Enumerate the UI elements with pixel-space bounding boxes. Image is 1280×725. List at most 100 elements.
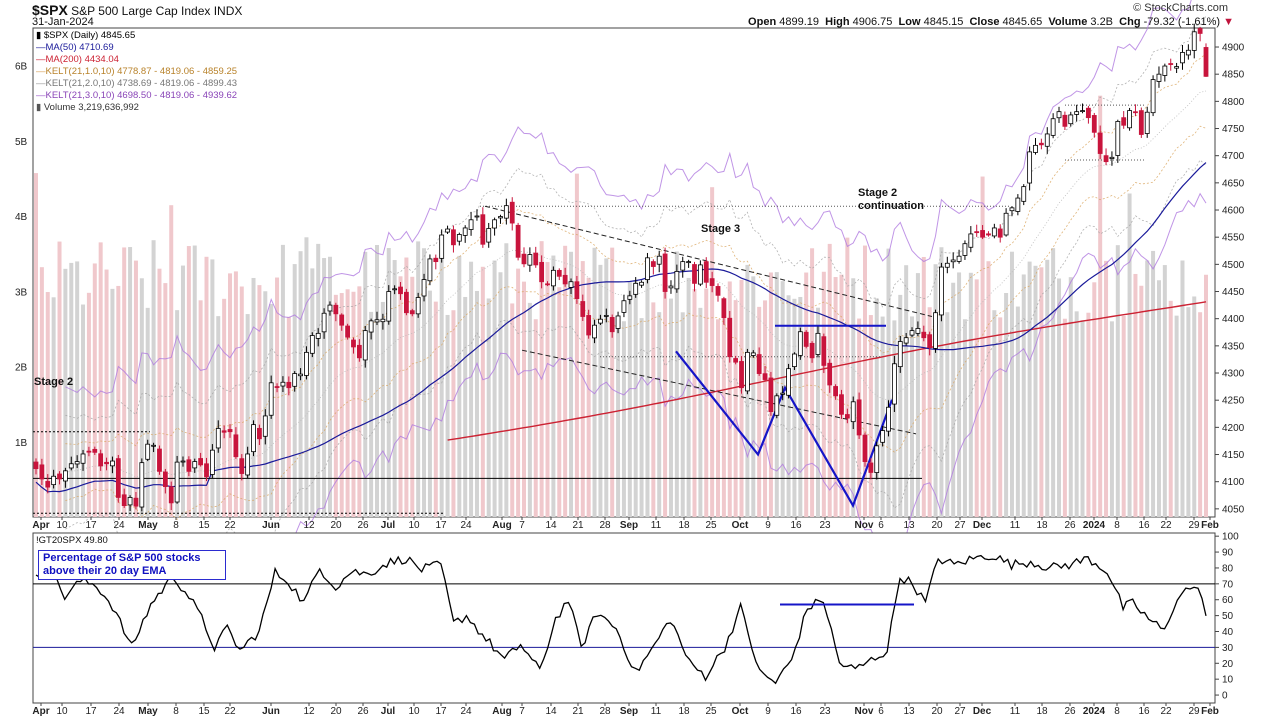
volume-bar <box>1051 248 1056 517</box>
candle-body <box>221 430 227 433</box>
volume-bar <box>498 272 503 517</box>
volume-bar <box>116 285 121 517</box>
volume-bar <box>1039 267 1044 517</box>
candle-body <box>827 362 833 386</box>
volume-bar <box>257 285 262 517</box>
x-tick-label: 11 <box>1010 706 1021 717</box>
candle-body <box>174 461 180 503</box>
legend-item-spx: ▮ $SPX (Daily) 4845.65 <box>36 30 136 41</box>
brand-credit: © StockCharts.com <box>1133 2 1228 14</box>
indicator-tick-label: 0 <box>1222 691 1228 702</box>
volume-bar <box>574 173 579 517</box>
candle-body <box>368 320 374 333</box>
candle-body <box>921 331 927 339</box>
candle-body <box>874 445 880 473</box>
volume-bar <box>369 311 374 517</box>
x-tick-label: 18 <box>678 706 690 717</box>
candle-body <box>1115 121 1121 156</box>
volume-bar <box>710 187 715 517</box>
candle-body <box>198 458 204 466</box>
volume-bar <box>1057 278 1062 517</box>
x-tick-label: 2024 <box>1083 706 1106 717</box>
volume-bar <box>927 307 932 517</box>
candle-body <box>98 453 104 467</box>
double-bottom-pattern <box>675 350 894 509</box>
volume-bar <box>492 260 497 517</box>
x-tick-label: Nov <box>855 706 874 717</box>
high-value: 4906.75 <box>852 16 893 28</box>
chart-title: $SPX S&P 500 Large Cap Index INDX <box>32 2 242 18</box>
volume-bar <box>1168 300 1173 517</box>
volume-bar <box>469 261 474 517</box>
candle-body <box>180 460 186 463</box>
candle-body <box>650 261 656 267</box>
x-tick-label: 29 <box>1188 706 1200 717</box>
indicator-tick-label: 70 <box>1222 579 1234 590</box>
x-tick-label: May <box>138 520 158 531</box>
volume-bar <box>192 245 197 517</box>
candle-body <box>168 486 174 504</box>
legend-item-kelt3: —KELT(21,3.0,10) 4698.50 - 4819.06 - 493… <box>36 90 238 101</box>
volume-bar <box>63 268 68 517</box>
volume-bar <box>1009 251 1014 517</box>
candle-body <box>733 358 739 363</box>
volume-bar <box>92 263 97 517</box>
volume-bar <box>663 255 668 517</box>
volume-bar <box>163 283 168 517</box>
candle-body <box>1133 111 1138 114</box>
candle-body <box>421 279 427 297</box>
volume-bar <box>98 242 103 517</box>
candle-body <box>398 286 403 295</box>
volume-bar <box>486 298 491 517</box>
volume-bar <box>527 302 532 517</box>
candle-body <box>745 351 750 392</box>
x-tick-label: 10 <box>56 520 68 531</box>
keltner-lower-1 <box>65 125 1207 520</box>
candle-body <box>786 368 791 396</box>
candle-body <box>562 274 568 285</box>
candle-body <box>145 443 151 460</box>
volume-bar <box>1139 285 1144 517</box>
candle-body <box>880 430 886 443</box>
candle-body <box>844 414 850 419</box>
volume-bar <box>1204 274 1208 517</box>
volume-bar <box>251 277 256 517</box>
annotation-stage2: Stage 2 <box>34 376 73 388</box>
candle-body <box>1168 63 1174 65</box>
candle-body <box>480 214 486 245</box>
candle-body <box>374 319 380 323</box>
candle-body <box>262 415 268 437</box>
candle-body <box>239 458 245 474</box>
volume-bar <box>422 248 427 517</box>
x-tick-label: 17 <box>435 706 447 717</box>
volume-bar <box>786 295 791 517</box>
volume-bar <box>668 298 673 517</box>
volume-bar <box>439 239 444 517</box>
volume-bar <box>327 256 332 517</box>
volume-tick-label: 3B <box>15 287 28 298</box>
bar-icon: ▮ <box>36 102 42 113</box>
candle-body <box>386 291 392 322</box>
candle-body <box>792 353 797 367</box>
volume-tick-label: 2B <box>15 363 28 374</box>
indicator-frame <box>32 532 1216 704</box>
volume-bar <box>445 314 450 517</box>
annotation-stage3: Stage 3 <box>701 223 740 235</box>
volume-bar <box>910 316 915 517</box>
candle-body <box>903 337 909 344</box>
candle-body <box>280 381 286 387</box>
x-tick-label: 22 <box>224 520 236 531</box>
x-tick-label: 8 <box>1114 706 1120 717</box>
candle-body <box>550 269 556 287</box>
volume-bar <box>521 281 526 517</box>
x-tick-label: 23 <box>819 706 831 717</box>
candle-body <box>756 354 762 374</box>
volume-bar <box>698 307 703 517</box>
x-tick-label: 13 <box>903 706 915 717</box>
candle-body <box>1197 28 1203 34</box>
volume-bar <box>216 316 221 517</box>
keltner-upper-2 <box>65 15 1207 421</box>
candle-body <box>556 269 562 277</box>
volume-bar <box>128 247 133 517</box>
